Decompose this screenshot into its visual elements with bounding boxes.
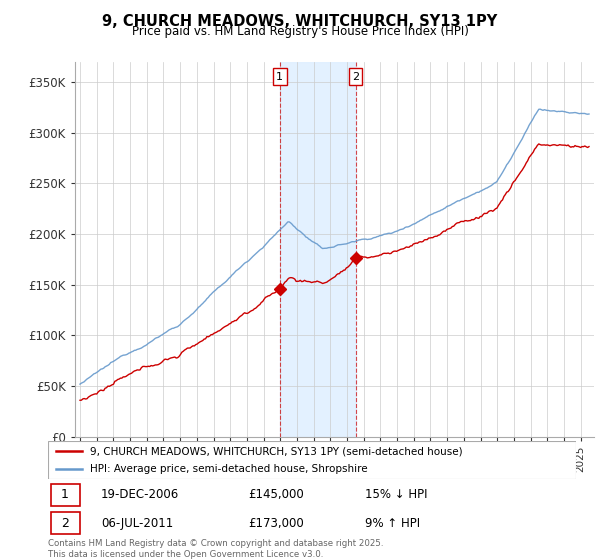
Text: 19-DEC-2006: 19-DEC-2006 (101, 488, 179, 501)
Text: Contains HM Land Registry data © Crown copyright and database right 2025.
This d: Contains HM Land Registry data © Crown c… (48, 539, 383, 559)
Text: 9% ↑ HPI: 9% ↑ HPI (365, 517, 420, 530)
Text: 9, CHURCH MEADOWS, WHITCHURCH, SY13 1PY (semi-detached house): 9, CHURCH MEADOWS, WHITCHURCH, SY13 1PY … (90, 446, 463, 456)
Text: £145,000: £145,000 (248, 488, 304, 501)
Text: Price paid vs. HM Land Registry's House Price Index (HPI): Price paid vs. HM Land Registry's House … (131, 25, 469, 38)
Text: 06-JUL-2011: 06-JUL-2011 (101, 517, 173, 530)
Text: 2: 2 (352, 72, 359, 82)
Text: 1: 1 (61, 488, 69, 501)
Text: 15% ↓ HPI: 15% ↓ HPI (365, 488, 427, 501)
FancyBboxPatch shape (48, 441, 576, 479)
FancyBboxPatch shape (50, 512, 80, 534)
Text: 2: 2 (61, 517, 69, 530)
Text: HPI: Average price, semi-detached house, Shropshire: HPI: Average price, semi-detached house,… (90, 464, 368, 474)
Text: 9, CHURCH MEADOWS, WHITCHURCH, SY13 1PY: 9, CHURCH MEADOWS, WHITCHURCH, SY13 1PY (103, 14, 497, 29)
Text: 1: 1 (276, 72, 283, 82)
Text: £173,000: £173,000 (248, 517, 304, 530)
FancyBboxPatch shape (50, 484, 80, 506)
Bar (280, 62, 356, 437)
